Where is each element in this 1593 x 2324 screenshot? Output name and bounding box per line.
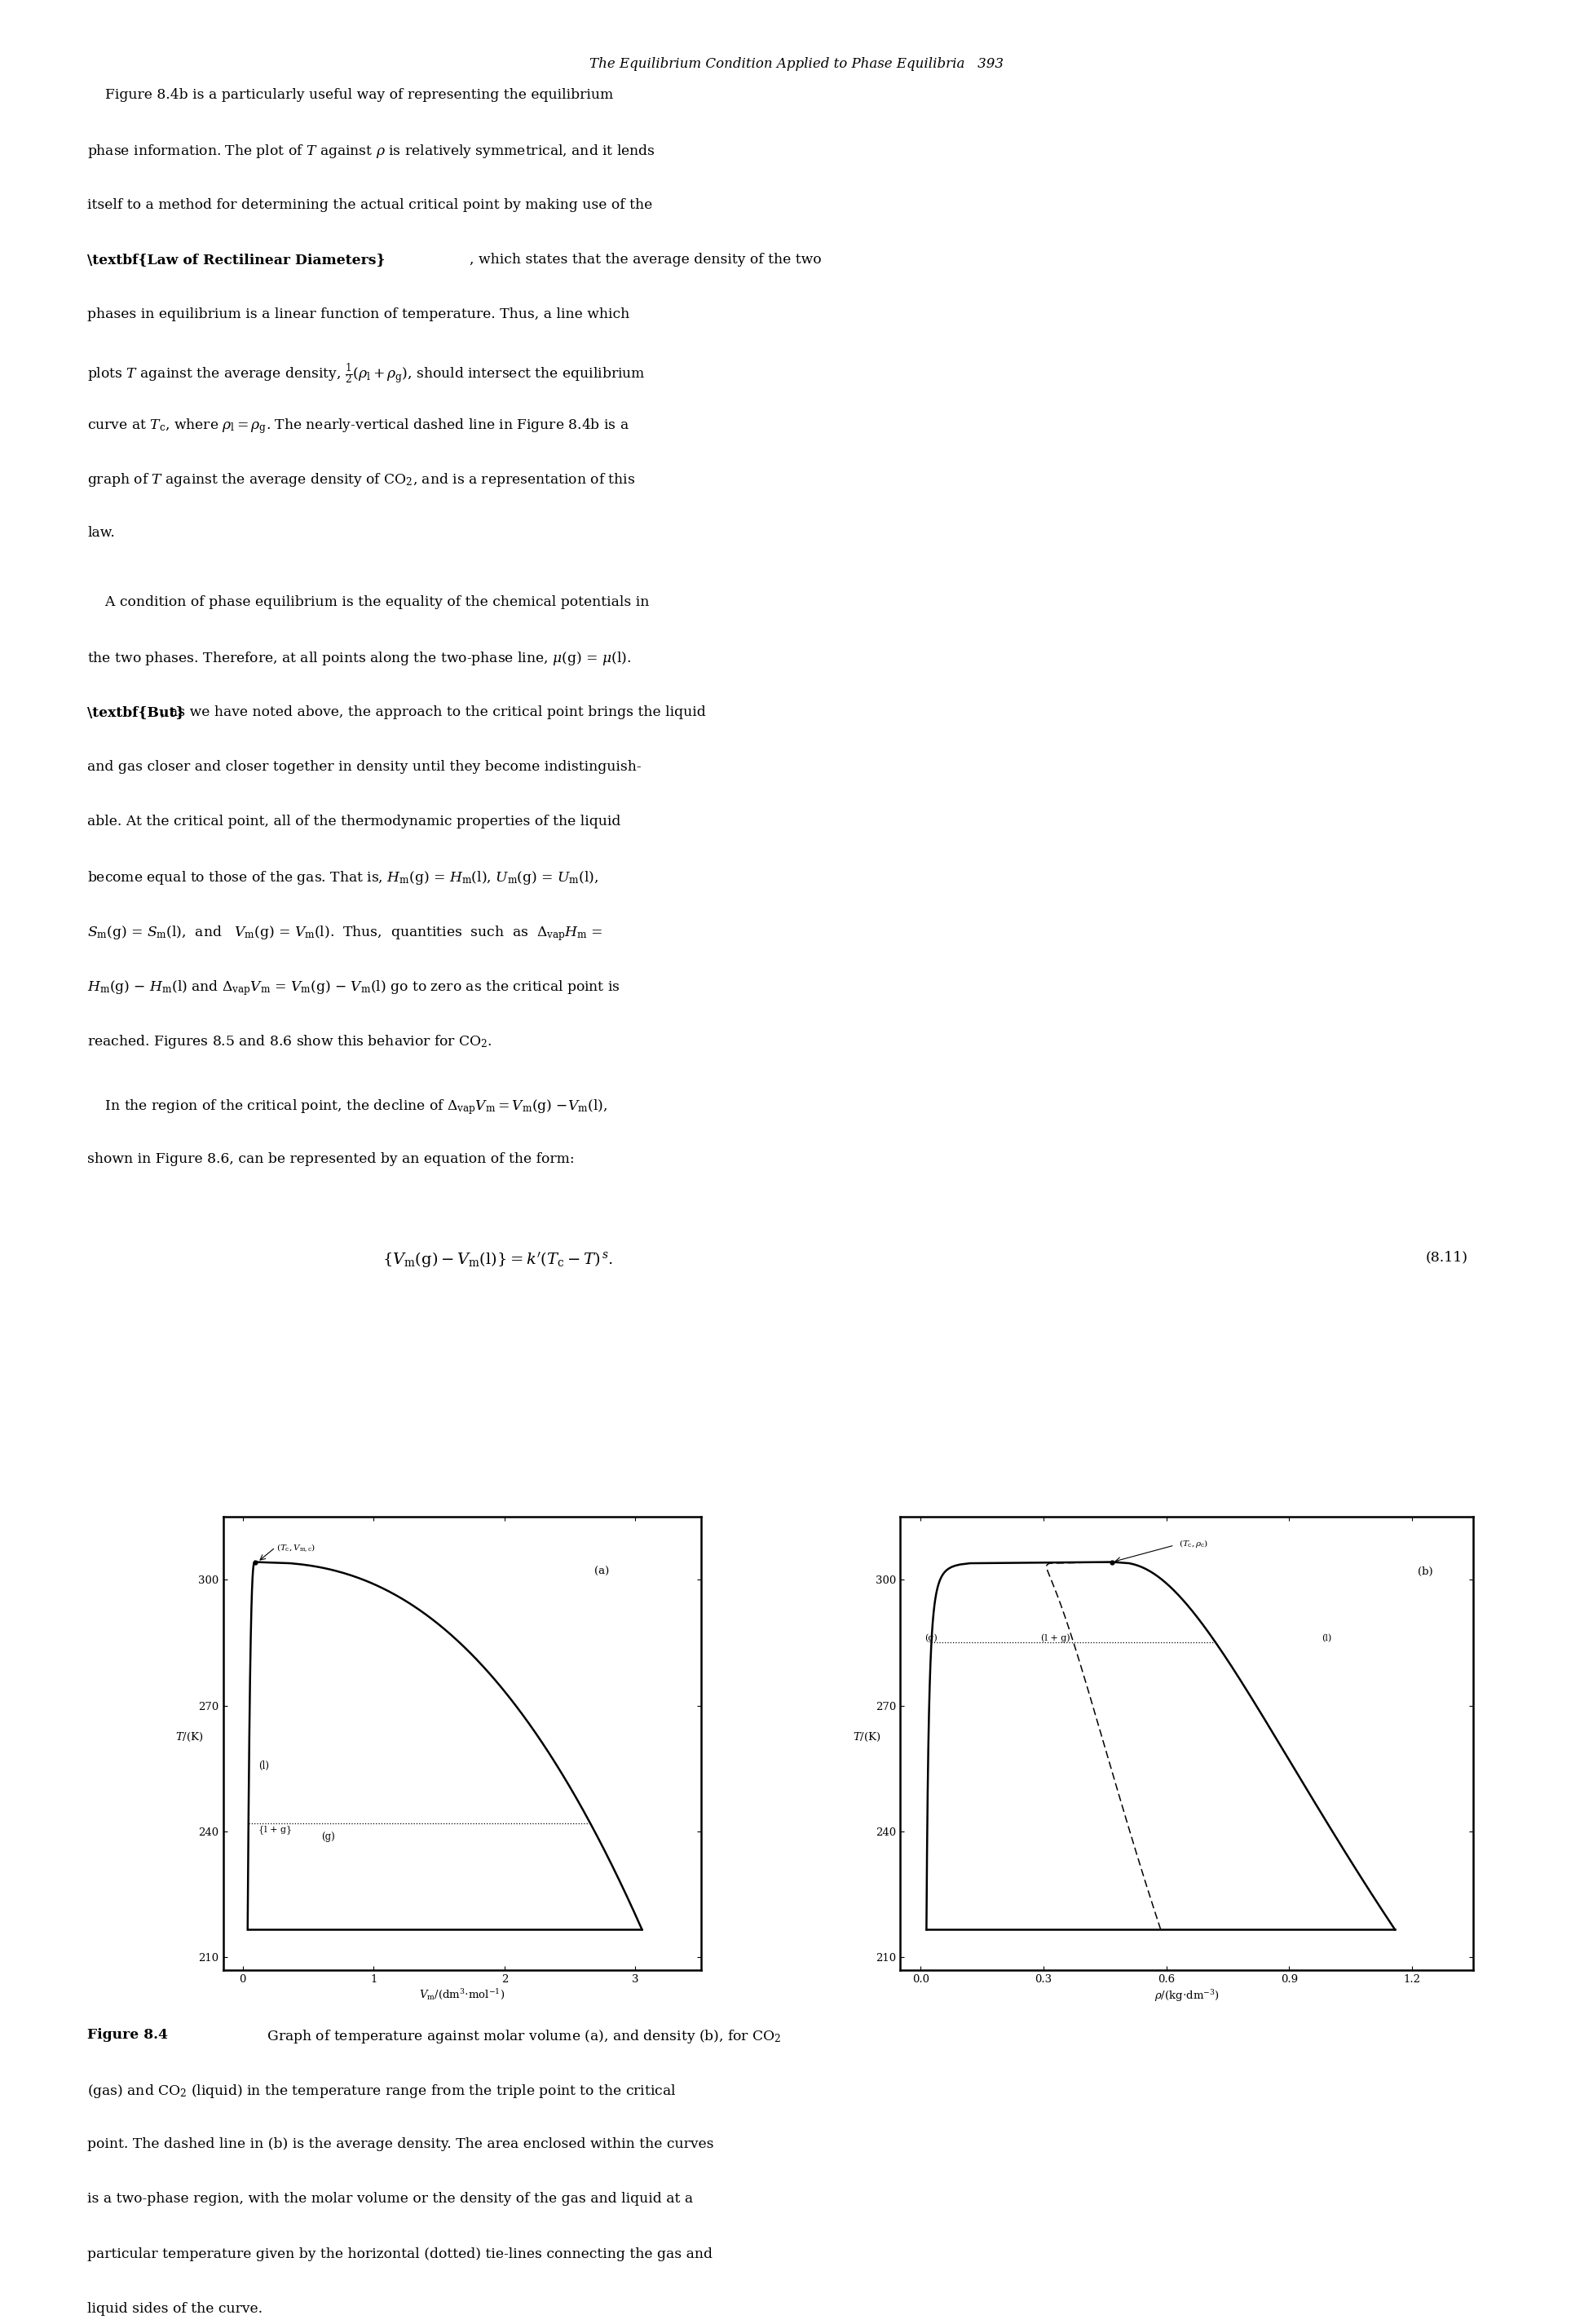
Text: $H_{\rm m}$(g) $-$ $H_{\rm m}$(l) and $\Delta_{\rm vap}V_{\rm m}$ = $V_{\rm m}$(: $H_{\rm m}$(g) $-$ $H_{\rm m}$(l) and $\… [88,978,621,997]
Text: (g): (g) [322,1831,335,1843]
Text: become equal to those of the gas. That is, $H_{\rm m}$(g) = $H_{\rm m}$(l), $U_{: become equal to those of the gas. That i… [88,869,599,885]
X-axis label: $\rho$/(kg${\cdot}$dm$^{-3}$): $\rho$/(kg${\cdot}$dm$^{-3}$) [1155,1987,1219,2003]
Y-axis label: $T$/(K): $T$/(K) [175,1731,204,1743]
Text: (b): (b) [1418,1566,1432,1578]
Text: (g): (g) [924,1634,937,1643]
Text: (gas) and CO$_2$ (liquid) in the temperature range from the triple point to the : (gas) and CO$_2$ (liquid) in the tempera… [88,2082,677,2101]
Text: graph of $T$ against the average density of CO$_2$, and is a representation of t: graph of $T$ against the average density… [88,472,636,488]
Text: In the region of the critical point, the decline of $\Delta_{\rm vap}V_{\rm m} =: In the region of the critical point, the… [88,1097,609,1116]
Text: is a two-phase region, with the molar volume or the density of the gas and liqui: is a two-phase region, with the molar vo… [88,2192,693,2205]
Text: Figure 8.4b is a particularly useful way of representing the equilibrium: Figure 8.4b is a particularly useful way… [88,88,613,102]
Text: shown in Figure 8.6, can be represented by an equation of the form:: shown in Figure 8.6, can be represented … [88,1153,575,1167]
Text: point. The dashed line in (b) is the average density. The area enclosed within t: point. The dashed line in (b) is the ave… [88,2138,714,2152]
Text: phase information. The plot of $T$ against $\rho$ is relatively symmetrical, and: phase information. The plot of $T$ again… [88,144,656,160]
Text: $S_{\rm m}$(g) = $S_{\rm m}$(l),  and   $V_{\rm m}$(g) = $V_{\rm m}$(l).  Thus, : $S_{\rm m}$(g) = $S_{\rm m}$(l), and $V_… [88,925,604,944]
Text: liquid sides of the curve.: liquid sides of the curve. [88,2301,263,2315]
Text: particular temperature given by the horizontal (dotted) tie-lines connecting the: particular temperature given by the hori… [88,2247,714,2261]
Text: \textbf{But}: \textbf{But} [88,704,185,718]
Text: and gas closer and closer together in density until they become indistinguish-: and gas closer and closer together in de… [88,760,642,774]
Text: (l + g): (l + g) [1042,1634,1070,1643]
Text: (8.11): (8.11) [1426,1250,1469,1264]
Text: A condition of phase equilibrium is the equality of the chemical potentials in: A condition of phase equilibrium is the … [88,595,650,609]
Text: the two phases. Therefore, at all points along the two-phase line, $\mu$(g) = $\: the two phases. Therefore, at all points… [88,651,631,667]
Text: {l + g}: {l + g} [258,1824,292,1834]
Text: itself to a method for determining the actual critical point by making use of th: itself to a method for determining the a… [88,198,653,211]
Y-axis label: $T$/(K): $T$/(K) [852,1731,881,1743]
Text: (l): (l) [258,1759,269,1771]
Text: \textbf{Law of Rectilinear Diameters}: \textbf{Law of Rectilinear Diameters} [88,253,386,267]
Text: $(T_{\rm c}, V_{\rm m,c})$: $(T_{\rm c}, V_{\rm m,c})$ [277,1543,315,1555]
Text: (l): (l) [1322,1634,1332,1643]
Text: plots $T$ against the average density, $\frac{1}{2}(\rho_{\rm l} + \rho_{\rm g}): plots $T$ against the average density, $… [88,363,645,386]
Text: $\{V_{\rm m}({\rm g}) - V_{\rm m}({\rm l})\} = k'(T_{\rm c} - T)^{\,s}.$: $\{V_{\rm m}({\rm g}) - V_{\rm m}({\rm l… [382,1250,613,1269]
Text: phases in equilibrium is a linear function of temperature. Thus, a line which: phases in equilibrium is a linear functi… [88,307,629,321]
Text: The Equilibrium Condition Applied to Phase Equilibria   393: The Equilibrium Condition Applied to Pha… [589,56,1004,70]
Text: Figure 8.4: Figure 8.4 [88,2029,169,2043]
X-axis label: $V_{\rm m}$/(dm$^3{\cdot}$mol$^{-1}$): $V_{\rm m}$/(dm$^3{\cdot}$mol$^{-1}$) [419,1987,505,2001]
Text: law.: law. [88,525,115,539]
Text: $(T_{\rm c}, \rho_{\rm c})$: $(T_{\rm c}, \rho_{\rm c})$ [1179,1538,1207,1550]
Text: , which states that the average density of the two: , which states that the average density … [470,253,822,267]
Text: Graph of temperature against molar volume (a), and density (b), for CO$_2$: Graph of temperature against molar volum… [263,2029,782,2045]
Text: able. At the critical point, all of the thermodynamic properties of the liquid: able. At the critical point, all of the … [88,813,621,827]
Text: , as we have noted above, the approach to the critical point brings the liquid: , as we have noted above, the approach t… [161,704,706,718]
Text: (a): (a) [594,1566,609,1578]
Text: curve at $T_{\rm c}$, where $\rho_{\rm l} = \rho_{\rm g}$. The nearly-vertical d: curve at $T_{\rm c}$, where $\rho_{\rm l… [88,416,629,435]
Text: reached. Figures 8.5 and 8.6 show this behavior for CO$_2$.: reached. Figures 8.5 and 8.6 show this b… [88,1034,492,1050]
